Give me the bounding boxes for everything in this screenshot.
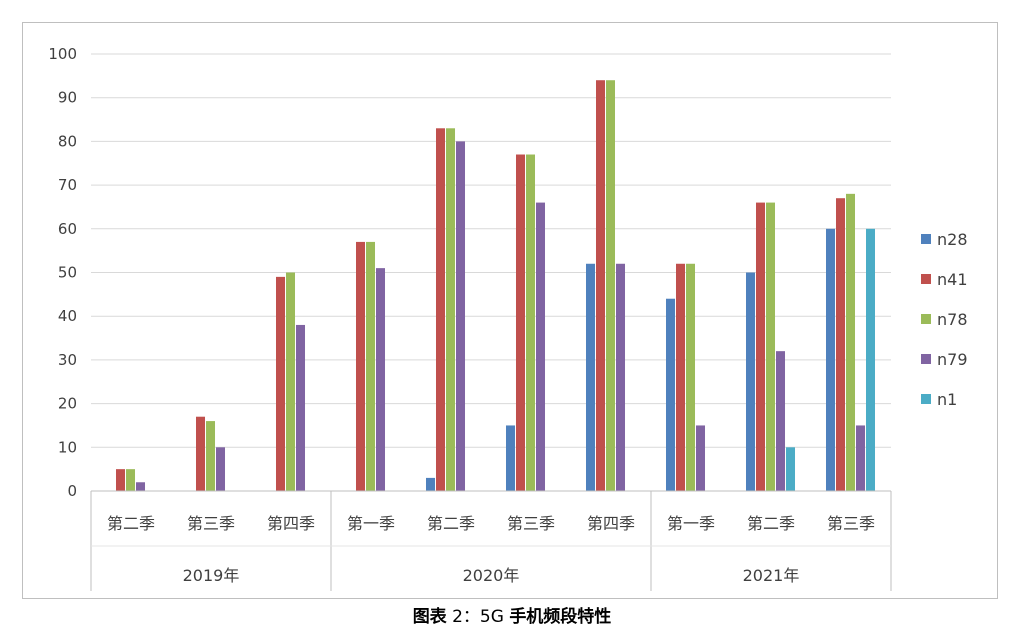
bar-n78 — [846, 193, 855, 491]
bar-n28 — [666, 298, 675, 491]
bar-n78 — [526, 154, 535, 491]
chart-svg: 0 10 20 30 40 50 60 70 80 90 100 第二季 第三季 第四季 第一季 第二季 第三季… — [48, 45, 968, 591]
bar-n79 — [776, 351, 785, 491]
bar-n41 — [516, 154, 525, 491]
bar-n28 — [506, 425, 515, 491]
bar-n78 — [126, 469, 135, 491]
legend-swatch-n78 — [921, 314, 931, 324]
x-tick-label: 第四季 — [267, 514, 315, 533]
legend-swatch-n1 — [921, 394, 931, 404]
legend-label-n1: n1 — [937, 390, 957, 409]
bar-n41 — [596, 80, 605, 491]
bar-n79 — [376, 268, 385, 491]
legend-label-n78: n78 — [937, 310, 968, 329]
bar-n79 — [616, 263, 625, 491]
bar-n78 — [766, 202, 775, 491]
caption-prefix: 图表 — [412, 607, 447, 627]
bar-n78 — [446, 128, 455, 491]
legend-label-n79: n79 — [937, 350, 968, 369]
x-tick-label: 第二季 — [747, 514, 795, 533]
bar-n28 — [586, 263, 595, 491]
x-tick-label: 第二季 — [427, 514, 475, 533]
bar-n41 — [756, 202, 765, 491]
bar-n78 — [366, 241, 375, 491]
bar-n79 — [696, 425, 705, 491]
y-tick-label: 90 — [58, 89, 77, 107]
bar-n41 — [196, 416, 205, 491]
x-tick-label: 第四季 — [587, 514, 635, 533]
y-tick-label: 80 — [58, 132, 77, 150]
x-tick-label: 第三季 — [187, 514, 235, 533]
y-tick-label: 20 — [58, 395, 77, 413]
group-label: 2021年 — [743, 566, 800, 585]
bar-n78 — [606, 80, 615, 491]
y-tick-label: 60 — [58, 220, 77, 238]
bar-n41 — [676, 263, 685, 491]
y-tick-label: 70 — [58, 176, 77, 194]
bar-n78 — [286, 272, 295, 491]
bar-n78 — [206, 421, 215, 491]
bar-n41 — [276, 276, 285, 491]
figure-caption: 图表 2：5G 手机频段特性 — [0, 602, 1024, 627]
x-tick-label: 第三季 — [507, 514, 555, 533]
bar-n1 — [866, 228, 875, 492]
x-tick-label: 第一季 — [667, 514, 715, 533]
x-tick-label: 第三季 — [827, 514, 875, 533]
x-tick-label: 第一季 — [347, 514, 395, 533]
legend-swatch-n41 — [921, 274, 931, 284]
y-tick-label: 0 — [67, 482, 77, 500]
bar-n41 — [436, 128, 445, 491]
chart-frame: 0 10 20 30 40 50 60 70 80 90 100 第二季 第三季 第四季 第一季 第二季 第三季… — [22, 22, 998, 599]
y-tick-label: 10 — [58, 438, 77, 456]
legend-swatch-n79 — [921, 354, 931, 364]
x-tick-label: 第二季 — [107, 514, 155, 533]
bar-n28 — [826, 228, 835, 492]
legend: n28 n41 n78 n79 n1 — [921, 230, 968, 409]
bar-n1 — [786, 447, 795, 491]
bar-n41 — [836, 198, 845, 491]
legend-swatch-n28 — [921, 234, 931, 244]
caption-title: 手机频段特性 — [509, 607, 612, 627]
bars — [116, 80, 875, 492]
legend-label-n41: n41 — [937, 270, 968, 289]
y-tick-label: 50 — [58, 264, 77, 282]
legend-label-n28: n28 — [937, 230, 968, 249]
y-tick-label: 30 — [58, 351, 77, 369]
group-label: 2020年 — [463, 566, 520, 585]
bar-n41 — [356, 241, 365, 491]
bar-n79 — [856, 425, 865, 491]
bar-n79 — [536, 202, 545, 491]
bar-n79 — [296, 324, 305, 491]
bar-n78 — [686, 263, 695, 491]
bar-n79 — [456, 141, 465, 491]
axes: 0 10 20 30 40 50 60 70 80 90 100 第二季 第三季 第四季 第一季 第二季 第三季… — [48, 45, 892, 591]
caption-number: 2：5G — [452, 607, 504, 627]
y-tick-label: 100 — [48, 45, 77, 63]
group-label: 2019年 — [183, 566, 240, 585]
y-tick-label: 40 — [58, 307, 77, 325]
bar-n79 — [136, 482, 145, 491]
bar-n79 — [216, 447, 225, 491]
bar-n28 — [746, 272, 755, 491]
bar-n41 — [116, 469, 125, 491]
bar-n28 — [426, 477, 435, 491]
